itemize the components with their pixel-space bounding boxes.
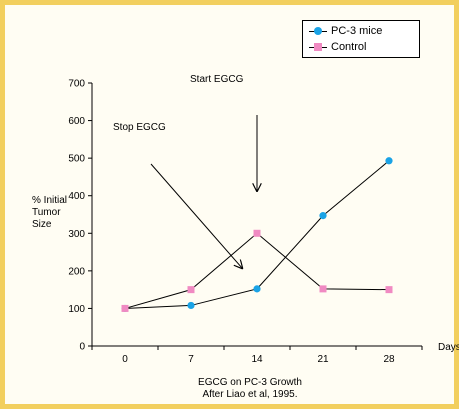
y-tick-label: 200: [68, 266, 85, 277]
chart-title: EGCG on PC-3 Growth: [198, 377, 302, 388]
x-tick-label: 14: [251, 354, 263, 365]
legend-label-control: Control: [331, 41, 367, 53]
data-point-pc3: [319, 212, 327, 220]
x-tick-label: 28: [383, 354, 395, 365]
x-axis-label: Days: [438, 342, 459, 353]
chart-subtitle: After Liao et al, 1995.: [202, 389, 297, 400]
y-axis-label-line-3: Size: [32, 219, 52, 230]
y-tick-label: 700: [68, 79, 85, 90]
square-marker-icon: [309, 42, 327, 52]
data-point-pc3: [385, 157, 393, 165]
stop-egcg-arrow: [150, 163, 243, 269]
data-point-control: [253, 229, 261, 237]
y-tick-label: 500: [68, 154, 85, 165]
data-points: [121, 157, 393, 313]
y-tick-label: 100: [68, 304, 85, 315]
y-tick-label: 300: [68, 229, 85, 240]
y-tick-label: 400: [68, 191, 85, 202]
data-point-control: [385, 286, 393, 294]
y-tick-label: 0: [79, 342, 85, 353]
x-tick-label: 7: [188, 354, 194, 365]
annotations: [150, 115, 257, 269]
y-axis-label-line-1: % Initial: [32, 195, 67, 206]
data-point-control: [187, 286, 195, 294]
data-point-pc3: [187, 301, 195, 310]
data-point-control: [121, 304, 129, 312]
axis-ticks: 0 100 200 300 400 500 600 700 0 7 14 21 28: [68, 79, 423, 365]
legend-label-pc3: PC-3 mice: [331, 25, 383, 37]
circle-marker-icon: [309, 26, 327, 36]
legend: PC-3 mice Control: [302, 20, 420, 58]
data-point-pc3: [253, 285, 261, 293]
y-axis-label-line-2: Tumor: [32, 207, 61, 218]
x-tick-label: 0: [122, 354, 128, 365]
legend-item-pc3: PC-3 mice: [309, 24, 382, 38]
annotation-start-egcg: Start EGCG: [190, 74, 244, 85]
axes: [91, 83, 422, 347]
annotation-stop-egcg: Stop EGCG: [113, 122, 166, 133]
y-tick-label: 600: [68, 116, 85, 127]
series-line-2: [124, 232, 390, 309]
legend-item-control: Control: [309, 40, 366, 54]
data-point-control: [319, 285, 327, 293]
x-tick-label: 21: [317, 354, 329, 365]
